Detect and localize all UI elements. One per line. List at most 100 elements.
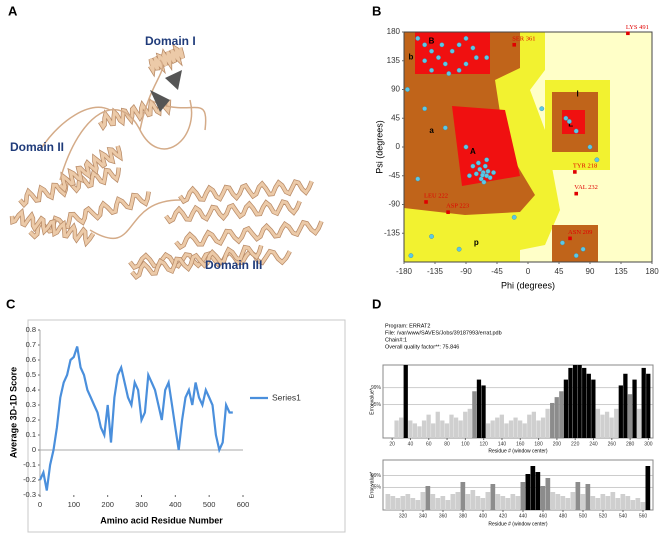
x-tick-label: 260 <box>608 441 617 447</box>
bar <box>585 484 591 510</box>
bar <box>630 500 636 510</box>
y-tick-label: 0.1 <box>26 430 36 439</box>
outlier-label: ASN 209 <box>568 229 592 236</box>
legend: Series1 <box>250 392 301 402</box>
bar <box>504 423 509 438</box>
helix <box>178 180 314 204</box>
bar <box>620 494 626 510</box>
bar <box>420 492 426 510</box>
point <box>480 172 485 178</box>
bar <box>577 365 582 438</box>
y-tick-label: 180 <box>387 27 401 36</box>
bar <box>646 373 651 438</box>
bar <box>508 420 514 438</box>
bar <box>530 466 536 510</box>
x-tick-label: 200 <box>101 500 114 509</box>
bar <box>618 385 623 438</box>
bar <box>490 420 495 438</box>
y-axis-label: Average 3D-1D Score <box>8 367 18 458</box>
domain-label: Domain II <box>10 140 64 154</box>
bar <box>540 417 546 438</box>
helix <box>164 200 302 224</box>
point <box>594 157 600 163</box>
point <box>439 42 445 48</box>
panel-label: A <box>8 3 18 18</box>
x-tick-label: 90 <box>586 267 595 276</box>
point <box>442 61 448 67</box>
y-tick-label: 95% <box>371 402 382 408</box>
x-tick-label: 135 <box>614 267 628 276</box>
y-tick-label: -45 <box>388 171 400 180</box>
bar <box>554 397 559 438</box>
x-tick-label: 220 <box>571 441 580 447</box>
bar <box>531 411 537 438</box>
panel-label: B <box>372 3 381 18</box>
bar <box>635 498 641 510</box>
bar <box>595 498 601 510</box>
helix <box>130 245 263 280</box>
helix <box>98 98 171 130</box>
bar <box>449 414 454 438</box>
x-tick-label: 360 <box>439 513 448 519</box>
x-tick-label: 500 <box>579 513 588 519</box>
y-tick-label: 95% <box>371 485 382 491</box>
x-tick-label: 340 <box>419 513 428 519</box>
point <box>463 61 469 67</box>
bar <box>431 423 436 438</box>
point <box>415 35 421 41</box>
point <box>463 144 469 150</box>
bar <box>458 420 463 438</box>
x-tick-label: 140 <box>498 441 507 447</box>
region-label: l <box>576 90 578 99</box>
point <box>573 253 579 259</box>
point <box>456 42 462 48</box>
bar <box>550 492 556 510</box>
helix <box>10 209 95 246</box>
bar <box>395 498 401 510</box>
x-tick-label: 380 <box>459 513 468 519</box>
bar <box>527 414 532 438</box>
bar <box>586 373 591 438</box>
bar <box>525 474 531 510</box>
protein-structure <box>9 43 324 281</box>
bar <box>559 391 564 438</box>
x-tick-label: 480 <box>559 513 568 519</box>
bar <box>515 496 521 510</box>
bar <box>615 498 621 510</box>
bar <box>518 420 523 438</box>
point <box>456 67 462 73</box>
bar <box>405 494 411 510</box>
bar <box>604 411 610 438</box>
point <box>473 171 479 177</box>
bar <box>495 494 501 510</box>
y-axis-label: Error value* <box>369 472 375 498</box>
bar <box>444 423 450 438</box>
ramachandran-regions <box>403 31 653 263</box>
point <box>405 87 410 92</box>
point <box>408 253 414 259</box>
bar <box>485 423 491 438</box>
bar <box>645 466 651 510</box>
bar <box>476 379 482 438</box>
point <box>442 125 448 131</box>
point <box>491 170 496 175</box>
y-axis-label: Error value* <box>369 388 375 414</box>
x-tick-label: 420 <box>499 513 508 519</box>
point <box>463 35 469 41</box>
y-tick-label: 45 <box>391 113 400 122</box>
point <box>477 166 483 172</box>
series-line <box>38 346 233 491</box>
bar <box>600 414 605 438</box>
x-tick-label: 80 <box>444 441 450 447</box>
x-tick-label: 240 <box>589 441 598 447</box>
bar <box>450 494 456 510</box>
bar <box>415 500 421 510</box>
outlier-point <box>574 191 579 196</box>
bar <box>400 496 406 510</box>
loop <box>89 199 181 240</box>
point <box>560 240 565 246</box>
helix <box>58 145 122 192</box>
point <box>563 115 569 121</box>
point <box>429 67 434 73</box>
bar <box>465 494 471 510</box>
